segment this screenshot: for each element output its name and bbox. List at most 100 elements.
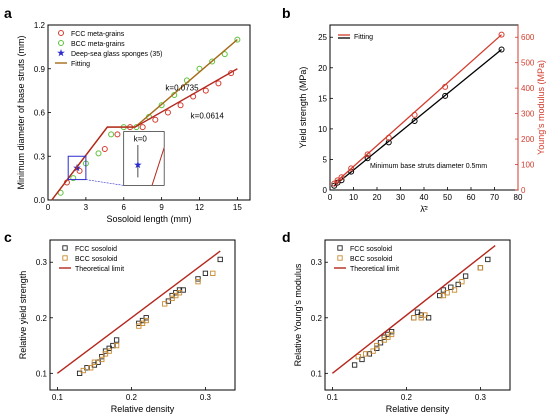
panel-d-xtick-label: 0.1 (327, 393, 339, 402)
panel-c-point (102, 351, 109, 357)
panel-d-letter: d (282, 229, 291, 245)
panel-a-xtick-label: 12 (195, 203, 204, 212)
panel-a-point (76, 167, 83, 174)
panel-a-ylabel: Minimum diameter of base struts (mm) (16, 35, 26, 189)
panel-d-point (462, 273, 469, 279)
panel-c-point (76, 370, 83, 376)
panel-d-point (351, 362, 358, 368)
panel-b-point (334, 177, 341, 184)
panel-c-point (84, 365, 90, 371)
panel-d-point (370, 348, 376, 354)
panel-a-ytick-label: 0.6 (34, 109, 46, 118)
panel-a-point (177, 102, 184, 109)
panel-a-annotation: k=0.0614 (191, 111, 225, 120)
panel-a-point (158, 102, 165, 109)
panel-b-ytick-label: 20 (318, 64, 327, 73)
panel-b-point (442, 92, 449, 99)
panel-b-y2tick-label: 200 (521, 135, 535, 144)
panel-a-ytick-label: 0.9 (34, 65, 46, 74)
panel-c-point (217, 256, 223, 263)
panel-a-xtick-label: 9 (159, 203, 164, 212)
panel-c-point (88, 365, 94, 371)
panel-a-point (101, 145, 108, 152)
panel-a-ytick-label: 0.0 (34, 196, 46, 205)
panel-a-legend-label: BCC meta-grains (71, 41, 125, 48)
panel-a-inset-star (134, 160, 142, 169)
panel-b-point (411, 117, 418, 124)
panel-b-y2tick-label: 100 (521, 161, 535, 170)
panel-c-xtick-label: 0.2 (126, 393, 138, 402)
panel-b-y2tick-label: 300 (521, 110, 535, 119)
panel-d-point (425, 315, 432, 321)
panel-c-ylabel: Relative yield strength (18, 271, 28, 360)
panel-d-legend-swatch (337, 255, 343, 261)
panel-c-point (180, 287, 186, 293)
panel-c-point (102, 348, 109, 354)
panel-c-point (110, 342, 116, 349)
panel-c-point (136, 323, 142, 329)
panel-b-y2tick-label: 400 (521, 84, 535, 93)
panel-d-point (381, 337, 387, 343)
panel-c-point (169, 292, 175, 299)
panel-b-point (498, 46, 505, 53)
panel-b-xlabel: λ̄² (420, 204, 428, 214)
panel-b-xtick-label: 30 (396, 193, 405, 202)
panel-a-ytick-label: 1.2 (34, 21, 46, 30)
panel-b-point (385, 134, 392, 141)
panel-d-xtick-label: 0.2 (401, 393, 413, 402)
panel-d-point (377, 340, 384, 346)
panel-a-inset-line (151, 147, 165, 186)
panel-a-xtick-label: 6 (122, 203, 127, 212)
panel-c-point (173, 292, 179, 299)
panel-c-ytick-label: 0.3 (36, 258, 48, 267)
panel-b-xtick-label: 40 (420, 193, 429, 202)
panel-c-legend-label: BCC sosoloid (75, 256, 118, 263)
panel-a-annotation: k=0 (134, 134, 148, 143)
panel-c-point (176, 290, 183, 296)
panel-b-y2label: Young's modulus (MPa) (536, 60, 546, 155)
panel-d-point (385, 331, 391, 338)
panel-d-legend-swatch (337, 245, 343, 251)
panel-d-point (444, 290, 450, 296)
panel-d-ylabel: Relative Young's modulus (293, 263, 303, 366)
panel-d-point (418, 312, 424, 318)
panel-d-point (477, 265, 484, 271)
panel-d-point (440, 292, 447, 299)
panel-c-xtick-label: 0.1 (52, 393, 64, 402)
panel-c-point (176, 287, 183, 293)
panel-a-point (152, 116, 159, 123)
panel-d-point (437, 292, 443, 299)
panel-d-point (455, 281, 461, 288)
panel-c-point (91, 359, 98, 365)
panel-a-point (202, 87, 209, 94)
panel-d-frame (324, 239, 511, 391)
panel-b-ytick-label: 0 (323, 186, 328, 195)
panel-a-zoom-connector (85, 179, 124, 186)
panel-b-y2tick-label: 500 (521, 59, 535, 68)
panel-d-point (374, 342, 380, 349)
panel-b-point (442, 83, 449, 90)
panel-a-letter: a (4, 5, 12, 21)
panel-b-point (364, 155, 371, 162)
panel-b-ytick-label: 25 (318, 33, 327, 42)
panel-b-y2tick-label: 0 (521, 186, 526, 195)
panel-c-point (99, 354, 105, 360)
panel-b-xtick-label: 60 (467, 193, 476, 202)
panel-d-legend-label: BCC sosoloid (350, 256, 393, 263)
panel-c-point (143, 315, 149, 321)
panel-a-inset-frame (123, 131, 165, 186)
panel-c-frame (49, 239, 236, 391)
panel-d-fit-line-2 (331, 245, 496, 374)
panel-c-xtick-label: 0.3 (200, 393, 212, 402)
panel-b-point (338, 174, 345, 181)
panel-a-xtick-label: 0 (46, 203, 51, 212)
panel-a-point (209, 58, 216, 65)
panel-c-legend-label: Theoretical limit (75, 266, 124, 273)
panel-c-legend-label: FCC sosoloid (75, 246, 117, 253)
panel-d: d 0.1 0.2 0.3 0.1 0.2 0.3 Relative density Relat… (282, 229, 511, 414)
panel-c-point (143, 317, 149, 324)
panel-c-point (113, 342, 120, 349)
panel-d-point (363, 351, 369, 357)
panel-c: c 0.1 0.2 0.3 0.1 0.2 0.3 Relative density Relat… (4, 229, 236, 414)
